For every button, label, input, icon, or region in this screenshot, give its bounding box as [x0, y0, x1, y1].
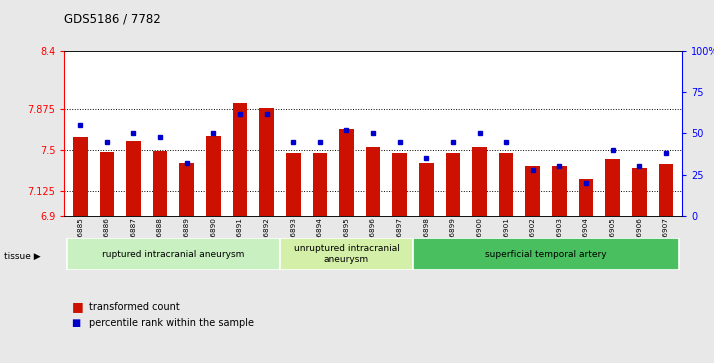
- Bar: [286, 153, 301, 216]
- Bar: [206, 136, 221, 216]
- Text: ■: ■: [71, 318, 81, 328]
- Text: ruptured intracranial aneurysm: ruptured intracranial aneurysm: [102, 250, 245, 258]
- Bar: [446, 153, 461, 216]
- Bar: [419, 163, 433, 216]
- Bar: [632, 168, 647, 216]
- Bar: [259, 108, 274, 216]
- Text: superficial temporal artery: superficial temporal artery: [486, 250, 607, 258]
- Bar: [552, 166, 567, 216]
- Bar: [99, 152, 114, 216]
- Bar: [153, 151, 167, 216]
- Bar: [366, 147, 381, 216]
- Bar: [658, 164, 673, 216]
- Bar: [499, 153, 513, 216]
- Bar: [526, 166, 540, 216]
- Text: percentile rank within the sample: percentile rank within the sample: [89, 318, 254, 328]
- Bar: [579, 179, 593, 216]
- Bar: [179, 163, 194, 216]
- Bar: [393, 153, 407, 216]
- Bar: [472, 147, 487, 216]
- Bar: [67, 238, 280, 270]
- Bar: [126, 141, 141, 216]
- Text: tissue ▶: tissue ▶: [4, 252, 40, 260]
- Text: ■: ■: [71, 300, 83, 313]
- Bar: [280, 238, 413, 270]
- Text: GDS5186 / 7782: GDS5186 / 7782: [64, 13, 161, 26]
- Bar: [73, 137, 88, 216]
- Bar: [233, 103, 247, 216]
- Bar: [313, 153, 327, 216]
- Text: unruptured intracranial
aneurysm: unruptured intracranial aneurysm: [293, 244, 399, 264]
- Bar: [339, 129, 353, 216]
- Bar: [413, 238, 679, 270]
- Bar: [605, 159, 620, 216]
- Text: transformed count: transformed count: [89, 302, 180, 312]
